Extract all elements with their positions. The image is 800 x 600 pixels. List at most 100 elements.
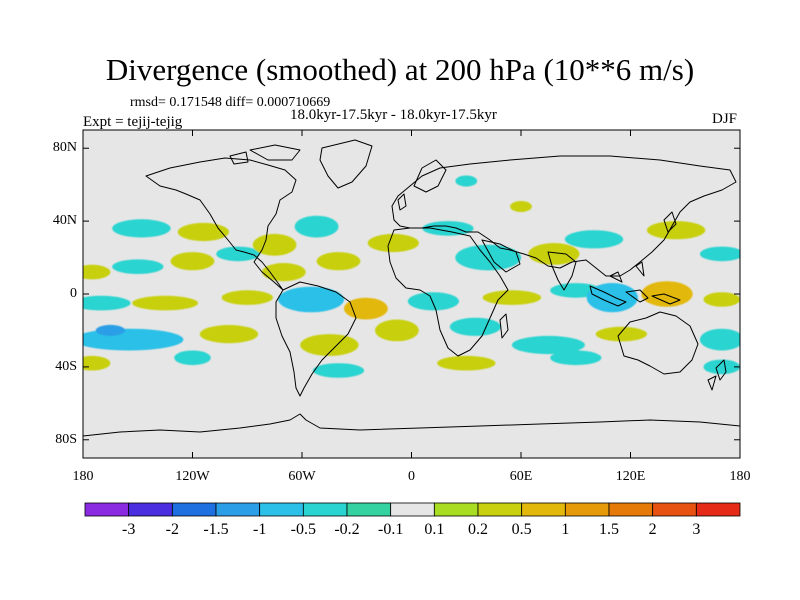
x-tick-label: 180: [729, 469, 751, 484]
axis-ticks: [82, 130, 741, 458]
divergence-cell: [312, 363, 365, 378]
x-tick-label: 180: [72, 469, 94, 484]
plot-title: Divergence (smoothed) at 200 hPa (10**6 …: [105, 52, 695, 87]
divergence-cell: [132, 295, 199, 311]
divergence-cell: [482, 290, 542, 305]
coast-north-america: [145, 157, 297, 291]
period-label: 18.0kyr-17.5kyr - 18.0kyr-17.5kyr: [290, 107, 497, 123]
coast-greenland: [319, 139, 373, 189]
colorbar-label: -0.5: [290, 521, 316, 538]
divergence-cell: [564, 230, 624, 249]
coast-new-zealand: [707, 359, 727, 391]
divergence-cell: [455, 175, 478, 187]
colorbar-label: -0.2: [334, 521, 360, 538]
colorbar-swatch: [302, 502, 348, 517]
colorbar-swatch: [346, 502, 392, 517]
colorbar-label: -1: [252, 521, 267, 538]
coast-arabia: [481, 239, 521, 273]
colorbar-label: 0.1: [424, 521, 445, 538]
x-tick-label: 120W: [175, 469, 210, 484]
divergence-cell: [699, 246, 740, 262]
divergence-cell: [449, 317, 501, 336]
y-tick-label: 40S: [55, 358, 77, 374]
colorbar-swatch: [564, 502, 610, 517]
colorbar-label: -3: [121, 521, 136, 538]
divergence-cell: [83, 295, 131, 311]
colorbar-swatch: [84, 502, 130, 517]
colorbar-swatch: [477, 502, 523, 517]
divergence-cell: [252, 233, 297, 256]
colorbar-swatch: [259, 502, 304, 517]
divergence-cell: [699, 328, 740, 351]
stats-label: rmsd= 0.171548 diff= 0.000710669: [130, 95, 331, 110]
divergence-cell: [112, 219, 171, 238]
divergence-cell: [216, 246, 260, 262]
divergence-cell: [407, 292, 459, 311]
divergence-field: [83, 175, 740, 378]
coast-british-isles: [397, 193, 407, 211]
coast-south-america: [275, 281, 357, 397]
divergence-cell: [278, 286, 344, 313]
colorbar-swatch: [433, 502, 479, 517]
divergence-cell: [300, 334, 359, 356]
divergence-cell: [95, 324, 125, 336]
divergence-cell: [83, 355, 111, 371]
coast-eurasia: [391, 155, 737, 277]
colorbar-label: 2: [648, 521, 657, 538]
divergence-cell: [174, 350, 211, 366]
x-tick-label: 60E: [509, 469, 533, 484]
divergence-cell: [170, 252, 215, 271]
divergence-cell: [112, 259, 164, 275]
divergence-cell: [221, 290, 273, 305]
x-tick-label: 0: [408, 469, 415, 484]
y-tick-label: 0: [70, 286, 77, 301]
colorbar-label: -2: [165, 521, 179, 538]
coast-africa: [387, 227, 509, 357]
divergence-cell: [344, 297, 388, 320]
divergence-cell: [703, 359, 740, 375]
colorbar-swatch: [128, 502, 173, 517]
colorbar-label: 3: [692, 521, 701, 538]
divergence-cell: [294, 215, 339, 238]
divergence-cell: [511, 335, 585, 355]
divergence-cell: [177, 222, 229, 242]
experiment-label: Expt = tejij-tejig: [83, 114, 183, 130]
divergence-cell: [83, 264, 111, 280]
divergence-cell: [703, 292, 740, 307]
divergence-cell: [199, 325, 259, 344]
colorbar-label: 1.5: [599, 521, 619, 538]
colorbar-swatch: [521, 502, 566, 517]
divergence-cell: [510, 201, 532, 212]
divergence-cell: [375, 319, 419, 342]
coast-scandinavia: [413, 159, 447, 193]
y-tick-label: 80N: [52, 140, 77, 156]
colorbar-swatch: [695, 502, 741, 517]
colorbar-label: 0.2: [468, 521, 488, 538]
y-tick-label: 40N: [52, 213, 77, 229]
colorbar-label: 1: [561, 521, 570, 538]
colorbar-label: 0.5: [511, 521, 532, 538]
coast-antarctica: [83, 413, 740, 437]
divergence-cell: [550, 350, 602, 366]
coast-india: [547, 251, 577, 291]
colorbar-swatch: [215, 502, 261, 517]
colorbar-swatch: [390, 502, 435, 517]
x-tick-label: 60W: [288, 469, 316, 484]
colorbar-swatch: [608, 502, 654, 517]
divergence-cell: [437, 355, 496, 371]
colorbar-swatch: [171, 502, 217, 517]
season-label: DJF: [712, 111, 738, 127]
colorbar-label: -1.5: [203, 521, 229, 538]
coast-arctic-islands: [229, 144, 301, 165]
coast-australia: [617, 311, 699, 375]
coast-madagascar: [499, 313, 509, 339]
divergence-cell: [316, 252, 361, 271]
colorbar: [84, 502, 741, 517]
y-tick-label: 80S: [55, 431, 77, 447]
colorbar-swatch: [652, 502, 697, 517]
coastlines: [83, 139, 740, 437]
divergence-cell: [83, 328, 184, 351]
x-tick-label: 120E: [615, 469, 646, 484]
divergence-cell: [528, 243, 580, 265]
